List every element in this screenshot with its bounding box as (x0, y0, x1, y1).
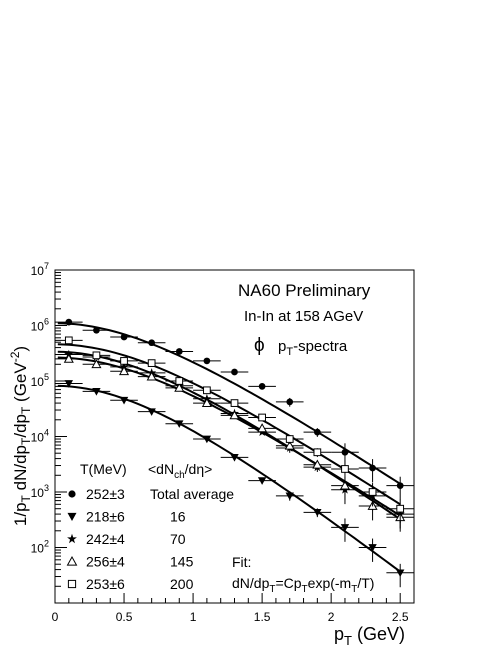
data-point (396, 504, 405, 513)
data-point (174, 382, 185, 392)
legend-marker (68, 490, 76, 498)
data-point (257, 423, 268, 433)
data-point (175, 348, 183, 355)
legend-multiplicity: 145 (170, 554, 194, 570)
legend-multiplicity: 70 (170, 531, 186, 547)
legend-multiplicity: Total average (150, 486, 234, 502)
x-tick-label: 1.5 (254, 610, 271, 624)
data-point (258, 413, 266, 422)
data-point (175, 420, 184, 428)
legend-temperature: 218±6 (86, 509, 125, 525)
data-point (203, 357, 211, 365)
data-point (231, 368, 238, 376)
phi-symbol: ϕ (254, 335, 265, 356)
data-point (64, 336, 73, 345)
data-point (63, 353, 74, 363)
y-tick-label: 103 (31, 483, 49, 500)
legend-multiplicity: 200 (170, 576, 194, 592)
y-tick-label: 102 (31, 539, 49, 556)
data-point (202, 435, 212, 444)
data-point (146, 371, 157, 381)
data-point (285, 435, 294, 443)
legend-marker (67, 579, 77, 589)
data-point (395, 569, 405, 578)
fit-curve (57, 356, 401, 517)
data-point (147, 359, 156, 367)
fit-curve (57, 384, 401, 573)
legend: 252±3 Total average 218±6 16 242±4 70 256±4 145… (66, 486, 234, 592)
data-point (313, 508, 322, 517)
data-point (203, 386, 211, 395)
data-point (229, 410, 240, 420)
y-tick-label: 105 (31, 372, 49, 389)
x-tick-label: 0.5 (116, 610, 133, 624)
data-point (118, 365, 130, 376)
data-point (148, 339, 156, 347)
legend-multiplicity: 16 (170, 509, 186, 525)
fit-curve (57, 343, 401, 506)
legend-header-temperature: T(MeV) (80, 461, 127, 477)
data-point (230, 454, 239, 462)
y-tick-label: 104 (31, 428, 49, 445)
data-point (286, 398, 294, 406)
legend-marker (67, 533, 77, 544)
data-point (64, 380, 74, 388)
data-point (92, 388, 101, 396)
data-point (201, 397, 212, 407)
data-point (312, 459, 323, 469)
data-point (339, 480, 351, 490)
y-tick-label: 106 (31, 317, 49, 334)
data-point (313, 428, 321, 436)
axes: 0 0.5 1 1.5 2 2.5 102 103 104 105 106 107 (31, 261, 415, 624)
x-tick-label: 2.5 (392, 610, 409, 624)
fit-formula: dN/dpT=CpTexp(-mT/T) (232, 575, 374, 595)
y-tick-label: 107 (31, 261, 49, 278)
data-point (341, 448, 349, 456)
fit-label: Fit: (232, 554, 251, 570)
x-tick-label: 0 (52, 610, 59, 624)
legend-marker (67, 512, 77, 521)
data-point (341, 465, 349, 473)
data-point (119, 396, 129, 405)
legend-marker (66, 555, 78, 566)
spectra-label: pT-spectra (278, 338, 348, 358)
data-point (93, 326, 100, 334)
data-point (313, 448, 322, 457)
data-point (368, 488, 377, 496)
data-point (91, 359, 102, 369)
legend-header-multiplicity: <dNch/dη> (148, 461, 212, 481)
data-point (65, 318, 73, 326)
x-tick-label: 1 (190, 610, 197, 624)
data-point (284, 440, 295, 450)
x-axis-label: pT (GeV) (334, 624, 405, 645)
data-point (120, 333, 128, 341)
legend-temperature: 253±6 (86, 576, 125, 592)
data-point (396, 482, 404, 490)
data-point (147, 408, 156, 416)
data-point (285, 492, 294, 501)
data-point (175, 377, 184, 385)
y-axis-label: 1/pT dN/dpT/dpT (GeV-2) (8, 346, 33, 526)
legend-temperature: 242±4 (86, 531, 125, 547)
data-point (369, 464, 376, 472)
legend-temperature: 256±4 (86, 554, 125, 570)
fit-curve (57, 322, 401, 485)
data-points (55, 318, 414, 588)
data-point (340, 524, 350, 532)
data-point (120, 357, 128, 365)
data-point (257, 477, 267, 485)
chart-subtitle: In-In at 158 AGeV (244, 308, 363, 325)
legend-temperature: 252±3 (86, 486, 125, 502)
x-tick-label: 2 (328, 610, 335, 624)
data-point (92, 351, 101, 360)
data-point (368, 544, 377, 552)
chart-title: NA60 Preliminary (238, 281, 371, 300)
data-point (230, 399, 239, 407)
data-point (258, 383, 266, 390)
